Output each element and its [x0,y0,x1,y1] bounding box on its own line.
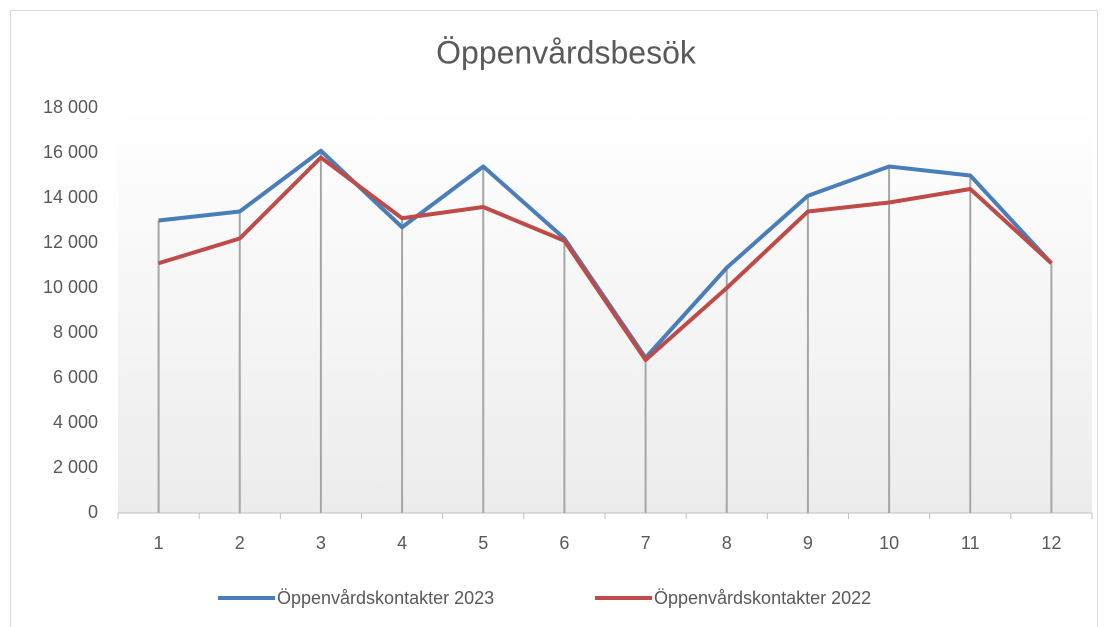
x-tick-label: 12 [1041,533,1061,553]
y-tick-label: 2 000 [53,457,98,477]
x-tick-label: 6 [559,533,569,553]
x-tick-label: 4 [397,533,407,553]
legend-label: Öppenvårdskontakter 2023 [277,588,494,608]
x-tick-label: 3 [316,533,326,553]
y-tick-label: 6 000 [53,367,98,387]
series-line [157,155,1053,362]
x-tick-label: 9 [803,533,813,553]
y-tick-label: 14 000 [43,187,98,207]
x-tick-label: 8 [722,533,732,553]
x-tick-label: 2 [235,533,245,553]
y-tick-label: 18 000 [43,97,98,117]
x-tick-label: 11 [961,533,980,553]
plot-area [118,108,1092,513]
y-tick-label: 10 000 [43,277,98,297]
x-tick-label: 5 [478,533,488,553]
legend-label: Öppenvårdskontakter 2022 [654,588,871,608]
y-tick-label: 0 [88,502,98,522]
y-tick-label: 12 000 [43,232,98,252]
chart-title: Öppenvårdsbesök [436,34,697,70]
x-tick-label: 7 [641,533,651,553]
x-tick-label: 1 [154,533,164,553]
y-tick-label: 8 000 [53,322,98,342]
x-tick-label: 10 [879,533,899,553]
y-tick-label: 4 000 [53,412,98,432]
y-tick-label: 16 000 [43,142,98,162]
